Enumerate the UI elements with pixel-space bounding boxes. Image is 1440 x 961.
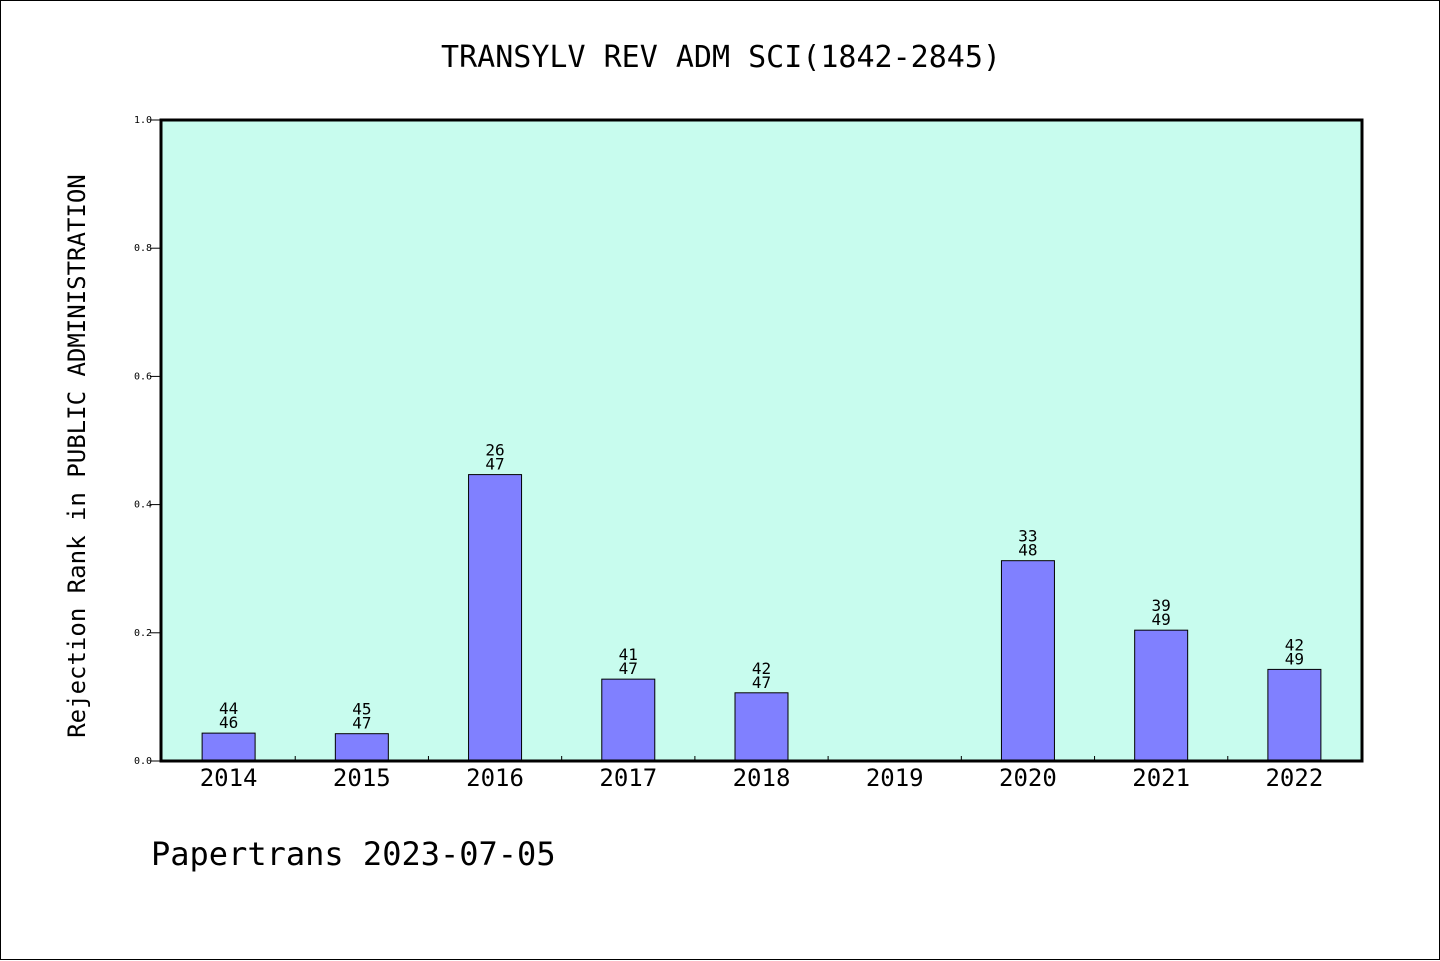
bar [1000, 560, 1055, 762]
bar-total-label: 46 [219, 713, 238, 732]
bar-total-label: 49 [1285, 649, 1304, 668]
bar-total-label: 47 [619, 659, 638, 678]
plot-border [159, 118, 1364, 763]
x-tick-label: 2016 [466, 764, 524, 792]
bar-rank-label: 26 [485, 441, 504, 460]
bar [201, 732, 256, 762]
x-tick-label: 2018 [733, 764, 791, 792]
bar [1134, 629, 1189, 762]
bar-rank-label: 41 [619, 645, 638, 664]
x-tick-label: 2015 [333, 764, 391, 792]
chart-title: TRANSYLV REV ADM SCI(1842-2845) [441, 40, 1001, 75]
y-tick-label: 0.4 [134, 500, 152, 511]
y-tick-label: 0.8 [134, 243, 152, 254]
bar-rank-label: 44 [219, 699, 238, 718]
bar-total-label: 47 [352, 714, 371, 733]
footer-credit: Papertrans 2023-07-05 [151, 835, 556, 873]
x-axis: 2014 2015 2016 2017 2018 2019 2020 2021 2022 [200, 756, 1323, 792]
y-tick-label: 1.0 [134, 115, 152, 126]
x-tick-label: 2014 [200, 764, 258, 792]
bar [468, 474, 523, 762]
y-tick-label: 0.6 [134, 371, 152, 382]
x-tick-label: 2019 [866, 764, 924, 792]
bar [1267, 668, 1322, 762]
bar-rank-label: 33 [1018, 527, 1037, 546]
bar-rank-label: 42 [1285, 635, 1304, 654]
bar [334, 733, 389, 762]
bar-rank-label: 39 [1152, 596, 1171, 615]
x-tick-label: 2021 [1132, 764, 1190, 792]
bar-total-label: 48 [1018, 541, 1037, 560]
x-tick-label: 2020 [999, 764, 1057, 792]
y-tick-label: 0.2 [134, 628, 152, 639]
x-tick-label: 2022 [1265, 764, 1323, 792]
bar-total-label: 47 [752, 673, 771, 692]
bar [601, 678, 656, 762]
bar-series [201, 474, 1322, 762]
y-axis-label: Rejection Rank in PUBLIC ADMINISTRATION [63, 174, 91, 738]
x-tick-label: 2017 [599, 764, 657, 792]
bar-total-label: 49 [1152, 610, 1171, 629]
y-axis: 0.0 0.2 0.4 0.6 0.8 1.0 [134, 115, 161, 767]
y-tick-label: 0.0 [134, 756, 152, 767]
bar-rank-label: 45 [352, 700, 371, 719]
bar-rank-label: 42 [752, 659, 771, 678]
bar-total-label: 47 [485, 455, 504, 474]
bar [734, 692, 789, 762]
